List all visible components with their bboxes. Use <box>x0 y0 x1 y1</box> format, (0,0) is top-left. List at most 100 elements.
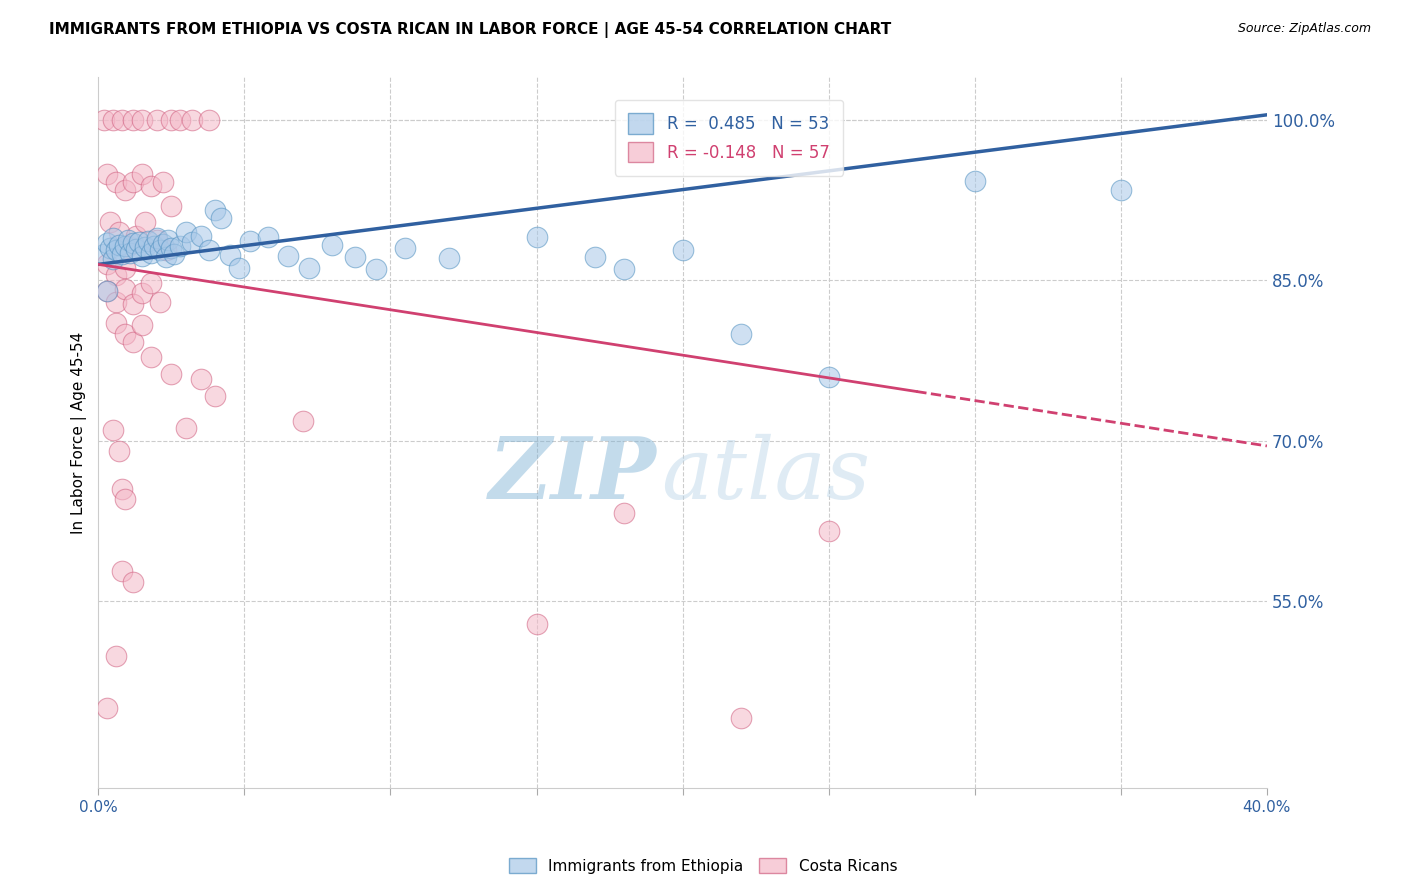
Point <box>817 369 839 384</box>
Point <box>125 243 148 257</box>
Point <box>104 294 127 309</box>
Point <box>180 235 202 249</box>
Point <box>111 564 134 578</box>
Point <box>204 389 226 403</box>
Point <box>136 234 159 248</box>
Point <box>228 260 250 275</box>
Point <box>93 113 115 128</box>
Point <box>107 238 129 252</box>
Point <box>163 246 186 260</box>
Point <box>117 233 139 247</box>
Point <box>139 276 162 290</box>
Point <box>104 244 127 258</box>
Point <box>98 241 121 255</box>
Point <box>291 414 314 428</box>
Point <box>96 700 118 714</box>
Point <box>114 239 136 253</box>
Legend: R =  0.485   N = 53, R = -0.148   N = 57: R = 0.485 N = 53, R = -0.148 N = 57 <box>614 100 842 176</box>
Point <box>111 482 134 496</box>
Point <box>613 261 636 276</box>
Point <box>101 423 124 437</box>
Point <box>96 284 118 298</box>
Point <box>142 239 165 253</box>
Point <box>672 244 695 258</box>
Point <box>437 251 460 265</box>
Point <box>131 113 153 128</box>
Point <box>146 233 169 247</box>
Point <box>146 113 169 128</box>
Point <box>963 174 986 188</box>
Point <box>526 229 548 244</box>
Point <box>101 230 124 244</box>
Point <box>104 316 127 330</box>
Point <box>209 211 232 226</box>
Point <box>101 113 124 128</box>
Point <box>134 214 156 228</box>
Point <box>114 260 136 275</box>
Point <box>131 249 153 263</box>
Point <box>239 234 262 248</box>
Point <box>180 113 202 128</box>
Point <box>169 239 191 253</box>
Point <box>131 167 153 181</box>
Point <box>139 245 162 260</box>
Point <box>190 372 212 386</box>
Point <box>104 649 127 664</box>
Point <box>131 286 153 301</box>
Point <box>93 246 115 260</box>
Point <box>583 250 606 264</box>
Point <box>613 506 636 520</box>
Text: ZIP: ZIP <box>489 434 657 517</box>
Point <box>198 244 221 258</box>
Point <box>122 113 145 128</box>
Y-axis label: In Labor Force | Age 45-54: In Labor Force | Age 45-54 <box>72 332 87 533</box>
Point <box>146 230 169 244</box>
Point <box>157 233 180 247</box>
Text: atlas: atlas <box>662 434 870 516</box>
Point <box>174 421 197 435</box>
Point <box>160 368 183 382</box>
Point <box>394 241 416 255</box>
Point <box>111 246 134 260</box>
Point <box>139 351 162 365</box>
Point <box>730 326 752 341</box>
Point <box>104 175 127 189</box>
Point <box>152 175 174 189</box>
Point <box>122 235 145 250</box>
Point <box>817 524 839 539</box>
Point <box>152 237 174 252</box>
Point <box>117 239 139 253</box>
Text: IMMIGRANTS FROM ETHIOPIA VS COSTA RICAN IN LABOR FORCE | AGE 45-54 CORRELATION C: IMMIGRANTS FROM ETHIOPIA VS COSTA RICAN … <box>49 22 891 38</box>
Point <box>169 113 191 128</box>
Point <box>125 228 148 243</box>
Point <box>344 250 367 264</box>
Point <box>364 261 387 276</box>
Point <box>120 245 142 260</box>
Point <box>128 235 150 249</box>
Point <box>321 238 343 252</box>
Point <box>96 167 118 181</box>
Point <box>204 202 226 217</box>
Point <box>190 228 212 243</box>
Point <box>101 252 124 266</box>
Point <box>174 225 197 239</box>
Text: Source: ZipAtlas.com: Source: ZipAtlas.com <box>1237 22 1371 36</box>
Point <box>122 574 145 589</box>
Point <box>730 711 752 725</box>
Point <box>298 260 321 275</box>
Point <box>122 335 145 350</box>
Point <box>160 241 183 255</box>
Point <box>122 297 145 311</box>
Point <box>526 617 548 632</box>
Point <box>114 282 136 296</box>
Point <box>104 268 127 282</box>
Point <box>96 257 118 271</box>
Point <box>256 229 278 244</box>
Point <box>98 214 121 228</box>
Point <box>160 199 183 213</box>
Point <box>277 249 299 263</box>
Point <box>107 225 129 239</box>
Point <box>160 113 183 128</box>
Point <box>198 113 221 128</box>
Point <box>155 250 177 264</box>
